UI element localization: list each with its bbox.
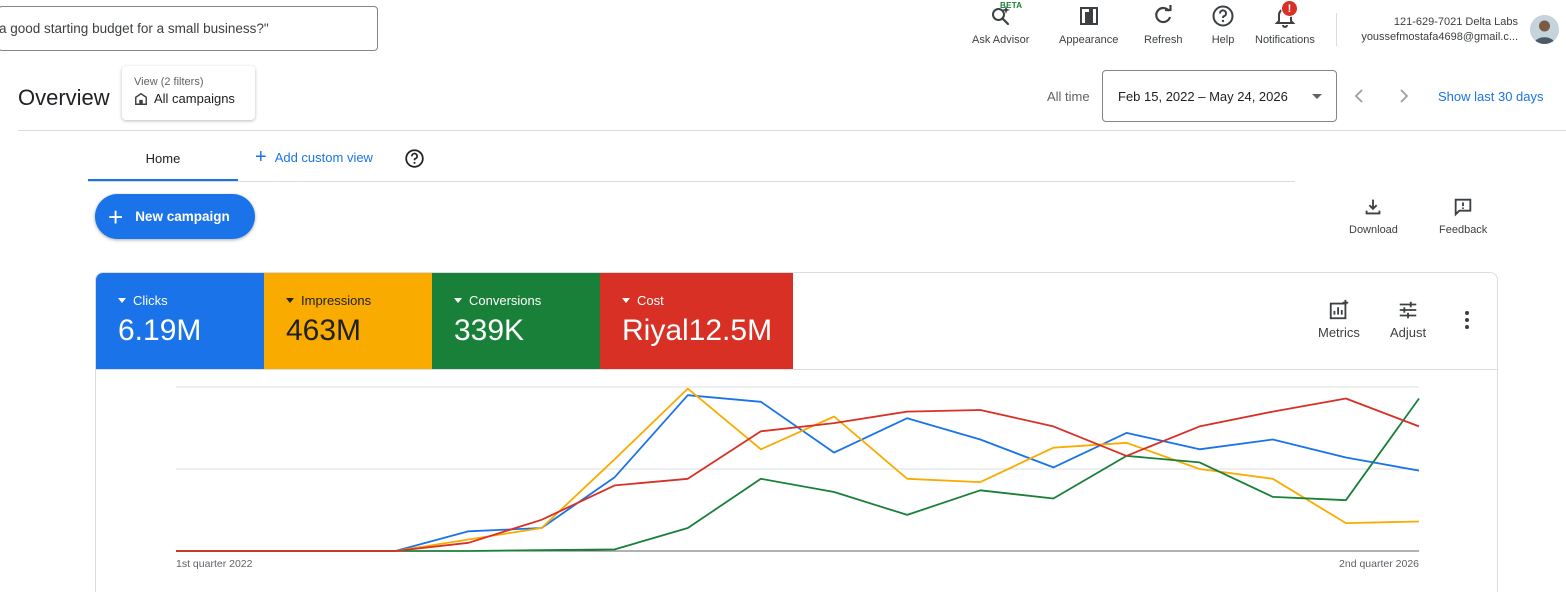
store-icon	[135, 92, 147, 105]
metric-tile-conversions[interactable]: Conversions 339K	[432, 273, 600, 369]
view-filter-selector[interactable]: View (2 filters) All campaigns	[122, 66, 255, 120]
tabs-divider	[88, 181, 1295, 182]
download-icon	[1366, 199, 1381, 215]
metric-label: Cost	[637, 293, 664, 308]
metrics-button[interactable]: Metrics	[1318, 299, 1360, 340]
notifications-button[interactable]: ! Notifications	[1255, 0, 1315, 46]
custom-view-help-icon[interactable]	[404, 148, 425, 169]
beta-badge: BETA	[1000, 1, 1023, 10]
plus-icon: +	[255, 146, 267, 168]
plus-icon: +	[108, 201, 124, 232]
dropdown-caret-icon	[1312, 94, 1322, 99]
help-icon	[1212, 5, 1234, 27]
appearance-icon	[1079, 7, 1098, 25]
tune-sliders-icon	[1399, 301, 1417, 319]
x-axis-start-label: 1st quarter 2022	[176, 558, 253, 570]
add-chart-icon	[1329, 299, 1349, 320]
page-title: Overview	[18, 85, 110, 110]
date-range-dropdown[interactable]: Feb 15, 2022 – May 24, 2026	[1102, 70, 1337, 122]
tab-home[interactable]: Home	[145, 151, 181, 166]
advisor-sparkle-icon	[991, 6, 1010, 26]
chart-series-line-2	[176, 387, 1420, 552]
chart-series-line-4	[176, 397, 1420, 552]
refresh-label: Refresh	[1144, 34, 1183, 46]
metric-value: 6.19M	[118, 314, 202, 347]
chart-series-line-3	[176, 397, 1420, 552]
ask-advisor-label: Ask Advisor	[972, 34, 1030, 46]
help-button[interactable]: Help	[1211, 4, 1235, 46]
feedback-label: Feedback	[1439, 224, 1488, 236]
next-period-chevron-icon[interactable]	[1394, 86, 1414, 106]
show-last-30-days-link[interactable]: Show last 30 days	[1438, 89, 1544, 104]
feedback-icon	[1454, 198, 1472, 217]
header-divider	[18, 130, 1566, 131]
metric-dropdown-icon	[118, 298, 126, 303]
metric-value: 463M	[286, 314, 362, 347]
appearance-button[interactable]: Appearance	[1059, 4, 1118, 46]
metric-label: Impressions	[301, 293, 372, 308]
view-name: All campaigns	[154, 91, 235, 106]
search-query-text: a good starting budget for a small busin…	[0, 21, 269, 36]
metric-dropdown-icon	[622, 298, 630, 303]
performance-chart-card: Clicks 6.19M Impressions 463M Conversion…	[95, 272, 1498, 592]
avatar-person-icon	[1530, 15, 1559, 44]
metric-tile-impressions[interactable]: Impressions 463M	[264, 273, 432, 369]
new-campaign-button[interactable]: + New campaign	[95, 194, 255, 239]
metric-dropdown-icon	[454, 298, 462, 303]
metric-tile-cost[interactable]: Cost Riyal12.5M	[600, 273, 793, 369]
help-label: Help	[1211, 34, 1235, 46]
metric-label: Clicks	[133, 293, 168, 308]
performance-line-chart: 1st quarter 2022 2nd quarter 2026	[176, 386, 1420, 570]
x-axis-end-label: 2nd quarter 2026	[1339, 558, 1419, 570]
metric-value: Riyal12.5M	[622, 314, 773, 347]
metric-label: Conversions	[469, 293, 542, 308]
ask-advisor-button[interactable]: BETA Ask Advisor	[972, 1, 1030, 46]
add-custom-view-label: Add custom view	[274, 149, 373, 165]
metric-tiles-divider	[96, 369, 1497, 370]
view-filters-count: View (2 filters)	[134, 76, 204, 88]
metric-value: 339K	[454, 314, 525, 347]
add-custom-view-button[interactable]: + Add custom view	[255, 146, 373, 168]
account-switcher[interactable]: 121-629-7021 Delta Labs youssefmostafa46…	[1361, 15, 1518, 45]
previous-period-chevron-icon[interactable]	[1349, 86, 1369, 106]
account-id: 121-629-7021 Delta Labs	[1393, 16, 1518, 28]
search-input[interactable]: a good starting budget for a small busin…	[0, 6, 378, 51]
tab-home-underline	[88, 179, 238, 181]
metric-dropdown-icon	[286, 298, 294, 303]
account-divider	[1336, 13, 1337, 46]
avatar[interactable]	[1530, 15, 1559, 44]
download-button[interactable]: Download	[1349, 196, 1398, 236]
account-email: youssefmostafa4698@gmail.c...	[1361, 31, 1518, 43]
refresh-icon	[1155, 5, 1172, 24]
new-campaign-label: New campaign	[135, 209, 230, 224]
date-range-value: Feb 15, 2022 – May 24, 2026	[1118, 89, 1288, 104]
download-label: Download	[1349, 224, 1398, 236]
adjust-button[interactable]: Adjust	[1390, 299, 1426, 340]
metric-tile-clicks[interactable]: Clicks 6.19M	[96, 273, 264, 369]
date-range-preset-label: All time	[1047, 89, 1090, 104]
metrics-label: Metrics	[1318, 325, 1360, 340]
more-options-icon[interactable]	[1459, 309, 1475, 331]
adjust-label: Adjust	[1390, 325, 1427, 340]
appearance-label: Appearance	[1059, 34, 1119, 46]
refresh-button[interactable]: Refresh	[1144, 4, 1183, 46]
feedback-button[interactable]: Feedback	[1439, 196, 1487, 236]
notification-alert-badge: !	[1281, 0, 1298, 17]
notifications-label: Notifications	[1255, 34, 1315, 46]
